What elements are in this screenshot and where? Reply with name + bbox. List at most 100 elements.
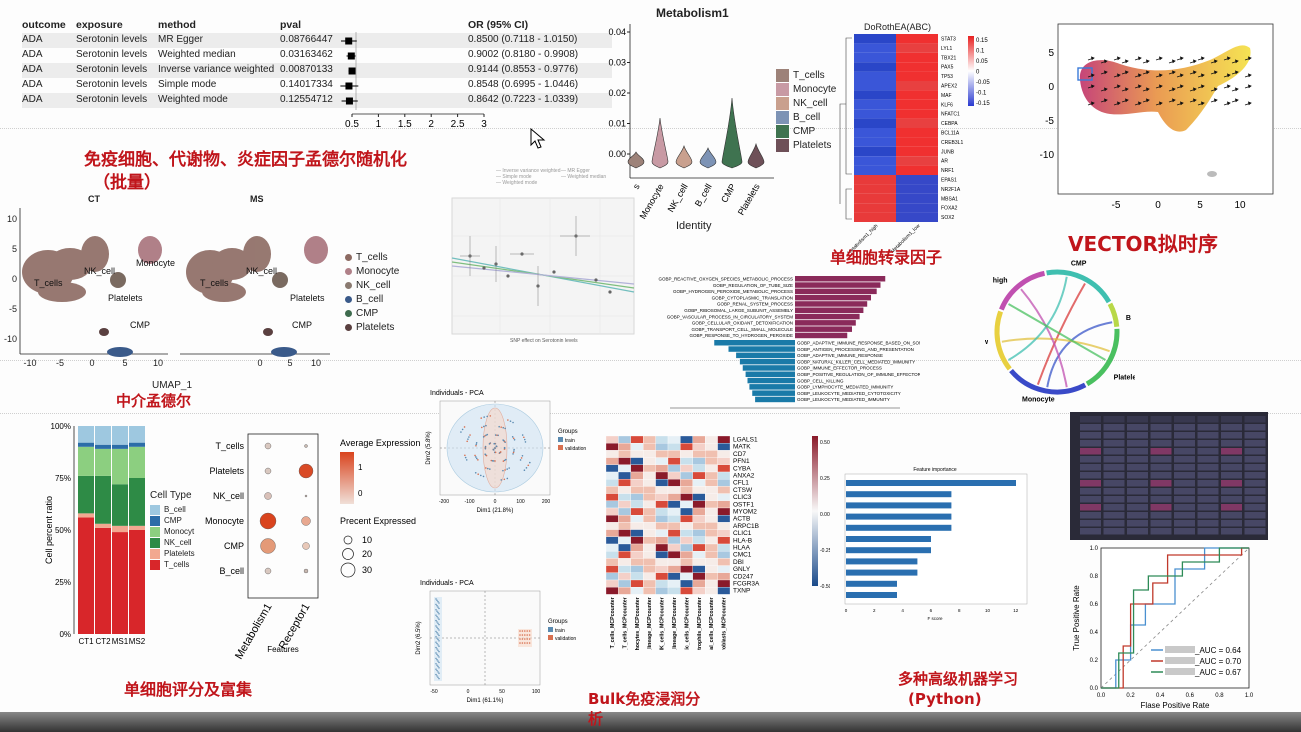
pca-point — [513, 438, 516, 441]
dark-table-cell — [1221, 496, 1242, 503]
dark-table-cell — [1103, 456, 1125, 463]
pca-point — [485, 434, 487, 437]
dot-mark — [264, 567, 272, 575]
stacked-ytick: 75% — [55, 474, 71, 483]
legend-swatch-icon — [776, 124, 789, 138]
gsea-bar-down — [745, 371, 795, 377]
dark-table-cell — [1174, 496, 1195, 503]
title-mediation: 中介孟德尔 — [116, 392, 192, 410]
tf-cell — [854, 137, 896, 147]
violin-shape — [627, 151, 645, 169]
bulk-cell — [692, 493, 706, 501]
bulk-gene-label: MATK — [733, 444, 751, 451]
pca-point — [438, 623, 440, 626]
bulk-cell — [630, 572, 644, 581]
stacked-segment — [95, 444, 111, 449]
mr-cell-pval: 0.14017334 — [280, 79, 333, 90]
umap-ytick: 10 — [7, 214, 17, 224]
dark-table-cell — [1103, 432, 1125, 439]
dark-table-cell — [1197, 464, 1219, 471]
roc-ytick: 0.4 — [1090, 630, 1099, 636]
pca-point — [468, 436, 470, 438]
pca-point — [466, 440, 468, 443]
pca-point — [511, 436, 514, 438]
pca-point — [503, 478, 506, 481]
umap-legend-item: T_cells — [345, 250, 399, 264]
dot-mark — [304, 444, 308, 448]
dark-table-cell — [1197, 496, 1219, 503]
pca-point — [438, 677, 440, 680]
pca-point — [492, 449, 495, 451]
bulk-cell — [605, 493, 619, 501]
pca-cluster-validation — [518, 629, 532, 647]
dark-table-cell — [1174, 528, 1195, 535]
tf-gene-label: NR2F1A — [941, 187, 961, 193]
pca-point — [526, 630, 528, 632]
forest-point — [345, 97, 353, 105]
stacked-legend-item: NK_cell — [150, 537, 195, 548]
gsea-bar-down — [752, 390, 795, 396]
bulk-cell — [618, 493, 631, 501]
bulk-cell — [680, 457, 693, 465]
dot-pct-tick: 20 — [362, 549, 372, 559]
tf-scale-tick: 0.05 — [976, 59, 988, 65]
vector-xtick: -5 — [1112, 200, 1121, 211]
pca-point — [437, 665, 439, 668]
bulk-cell — [667, 558, 681, 566]
bulk-cell — [705, 572, 718, 581]
dark-table-cell — [1197, 480, 1219, 487]
roc-ylabel: True Positive Rate — [1072, 585, 1081, 651]
bulk-column-label: Monocytic_lineage_MCPcounter — [672, 597, 678, 650]
mr-cell-outcome: ADA — [22, 64, 43, 75]
bulk-cell — [692, 565, 706, 573]
tf-scale-tick: 0.15 — [976, 38, 988, 44]
tf-cell — [896, 71, 938, 81]
bulk-cell — [630, 479, 644, 487]
legend-swatch-icon — [776, 82, 789, 96]
vector-xtick: 0 — [1155, 200, 1161, 211]
pca-ylabel: Dim2 (6.5%) — [416, 621, 422, 654]
scatter-legend-item: — MR Egger — [561, 168, 590, 174]
pca-point — [464, 454, 466, 457]
dark-table-cell — [1080, 432, 1101, 439]
pca-legend-label: validation — [565, 446, 586, 452]
chord-label: B — [1126, 315, 1131, 322]
bulk-heatmap: LGALS1MATKCD7PFN1CYBAANXA2CFL1CTSWCLIC3O… — [605, 435, 832, 689]
pca-point — [528, 642, 531, 644]
mr-cell-pval: 0.08766447 — [280, 34, 333, 45]
bulk-cell — [705, 464, 718, 473]
title-bulk-sub: 析 — [588, 710, 604, 728]
forest-tick-label: 3 — [481, 119, 487, 130]
pca-point — [463, 426, 466, 428]
stacked-legend-item: CMP — [150, 515, 195, 526]
dark-table-cell — [1244, 480, 1266, 487]
pca-point — [503, 459, 506, 462]
pca-point — [489, 468, 491, 470]
bulk-cell — [692, 507, 706, 516]
umap-xtick: -5 — [56, 358, 64, 368]
bulk-gene-label: CLIC1 — [733, 530, 752, 537]
legend-swatch-icon — [548, 635, 553, 640]
stacked-segment — [112, 444, 128, 449]
pca-point — [437, 601, 439, 603]
bulk-cell — [643, 486, 656, 494]
pca-point — [519, 634, 521, 636]
pca-point — [475, 457, 478, 460]
video-control-bar[interactable] — [0, 712, 1301, 732]
bulk-cell — [717, 471, 731, 480]
gsea-bar-up — [795, 294, 871, 301]
pca-point — [502, 469, 504, 472]
title-mr-batch-sub: （批量） — [93, 173, 161, 193]
tf-gene-label: PAX5 — [941, 65, 954, 71]
bulk-cell — [717, 457, 731, 465]
bulk-cell — [692, 572, 706, 581]
pca-point — [460, 431, 462, 433]
pca-point — [526, 634, 528, 636]
stacked-xtick: CT2 — [95, 637, 111, 646]
dark-table-cell — [1174, 448, 1195, 455]
mouse-cursor-icon — [530, 128, 546, 149]
forest-point — [348, 67, 356, 75]
tf-cell — [854, 90, 896, 100]
chord-label: high — [993, 278, 1008, 285]
pca2-plot: Individuals - PCA -50 0 50 100 Dim1 (61.1%) Di… — [416, 580, 576, 704]
